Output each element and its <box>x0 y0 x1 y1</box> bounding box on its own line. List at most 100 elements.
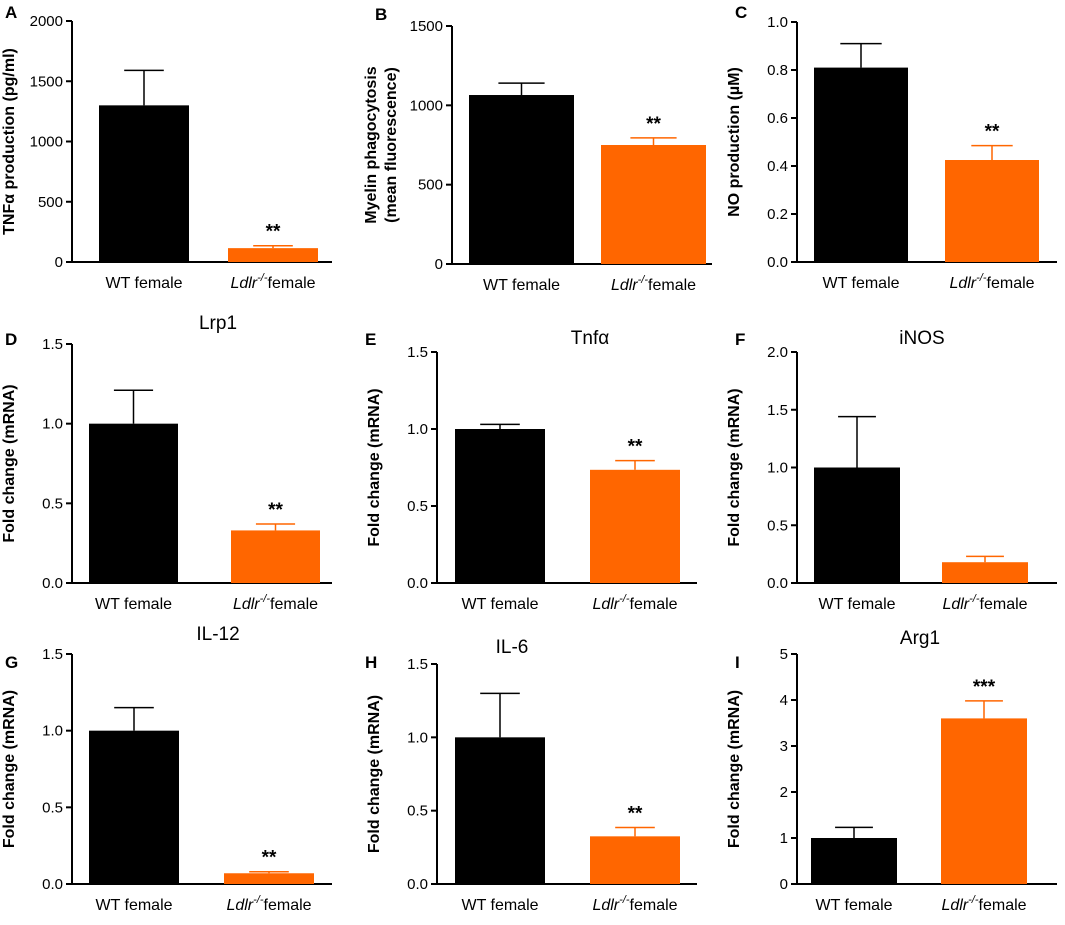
y-axis-label: NO production (µM) <box>726 67 743 217</box>
y-axis-label: Fold change (mRNA) <box>726 690 743 848</box>
category-label: Ldlr-/-female <box>592 593 677 613</box>
y-tick-label: 500 <box>38 194 63 211</box>
bar-ldlr-female <box>941 718 1027 884</box>
panel-letter: G <box>5 653 18 672</box>
y-tick-label: 0.0 <box>767 575 788 592</box>
category-label: WT female <box>483 277 560 294</box>
bar-wt-female <box>814 467 900 583</box>
y-axis-label: Fold change (mRNA) <box>1 384 18 542</box>
y-tick-label: 0 <box>55 254 63 271</box>
category-label: Ldlr-/-female <box>611 274 696 294</box>
bar-ldlr-female <box>590 836 680 884</box>
y-tick-label: 0.4 <box>767 158 788 175</box>
category-label: Ldlr-/-female <box>949 272 1034 292</box>
y-tick-label: 1.5 <box>767 402 788 419</box>
bar-ldlr-female <box>945 160 1039 262</box>
y-tick-label: 0.8 <box>767 62 788 79</box>
panel-letter: D <box>5 330 17 349</box>
chart-title: Tnfα <box>571 328 609 349</box>
panel-b: B 0 500 1000 1500 Myelin phagocytosis (mean fl… <box>363 5 712 294</box>
category-label: WT female <box>818 596 895 613</box>
panel-letter: E <box>365 330 376 349</box>
y-tick-label: 1500 <box>410 18 443 35</box>
y-tick-label: 5 <box>780 646 788 663</box>
y-tick-label: 1.5 <box>407 344 428 361</box>
category-label: WT female <box>461 596 538 613</box>
panel-letter: I <box>735 653 740 672</box>
significance-mark: ** <box>985 122 1000 143</box>
y-tick-label: 1500 <box>30 73 63 90</box>
y-tick-label: 1.0 <box>767 460 788 477</box>
y-tick-label: 0.5 <box>407 803 428 820</box>
panel-c: C 0.0 0.2 0.4 0.6 0.8 1.0 NO production (µM) WT … <box>726 3 1057 292</box>
category-label: WT female <box>95 596 172 613</box>
y-tick-label: 0.5 <box>407 498 428 515</box>
significance-mark: ** <box>628 804 643 825</box>
category-label: WT female <box>95 897 172 914</box>
y-tick-label: 1.0 <box>407 421 428 438</box>
panel-letter: C <box>735 3 747 22</box>
significance-mark: ** <box>628 437 643 458</box>
bar-wt-female <box>89 423 178 583</box>
y-tick-label: 500 <box>418 177 443 194</box>
category-label: WT female <box>815 897 892 914</box>
significance-mark: ** <box>262 848 277 869</box>
bar-wt-female <box>811 838 897 884</box>
y-tick-label: 0 <box>780 876 788 893</box>
category-label: Ldlr-/-female <box>230 272 315 292</box>
y-tick-label: 2 <box>780 784 788 801</box>
bar-ldlr-female <box>942 562 1028 583</box>
y-tick-label: 1000 <box>30 134 63 151</box>
significance-mark: ** <box>646 114 661 135</box>
panel-g: G IL-12 0.0 0.5 1.0 1.5 Fold change (mRNA) WT f… <box>1 624 332 914</box>
category-label: Ldlr-/-female <box>941 894 1026 914</box>
y-tick-label: 0.6 <box>767 110 788 127</box>
chart-title: Lrp1 <box>199 313 237 334</box>
y-axis-label: Myelin phagocytosis <box>363 66 380 223</box>
y-axis-label: (mean fluorescence) <box>383 67 400 223</box>
panel-i: I Arg1 0 1 2 3 4 5 Fold change (mRNA) WT female **… <box>726 628 1057 914</box>
panel-h: H IL-6 0.0 0.5 1.0 1.5 Fold change (mRNA) WT fe… <box>365 637 697 914</box>
bar-wt-female <box>455 737 545 884</box>
chart-title: IL-6 <box>496 637 529 658</box>
y-tick-label: 0.5 <box>42 495 63 512</box>
y-tick-label: 1.5 <box>42 646 63 663</box>
y-tick-label: 2.0 <box>767 344 788 361</box>
y-tick-label: 0.0 <box>767 254 788 271</box>
panel-e: E Tnfα 0.0 0.5 1.0 1.5 Fold change (mRNA) WT fe… <box>365 328 697 613</box>
y-tick-label: 1.0 <box>407 729 428 746</box>
y-tick-label: 0.0 <box>42 876 63 893</box>
bar-ldlr-female <box>601 145 706 264</box>
bar-wt-female <box>455 429 545 583</box>
y-tick-label: 0.0 <box>42 575 63 592</box>
panel-letter: F <box>735 330 745 349</box>
y-tick-label: 0.5 <box>767 517 788 534</box>
y-tick-label: 0.5 <box>42 799 63 816</box>
y-axis-label: Fold change (mRNA) <box>1 690 18 848</box>
bar-wt-female <box>99 105 189 262</box>
significance-mark: ** <box>266 222 281 243</box>
y-axis-label: Fold change (mRNA) <box>366 388 383 546</box>
significance-mark: ** <box>268 500 283 521</box>
chart-title: IL-12 <box>196 624 239 645</box>
y-tick-label: 4 <box>780 692 788 709</box>
y-tick-label: 1000 <box>410 97 443 114</box>
y-tick-label: 1.5 <box>42 336 63 353</box>
y-axis-label: Fold change (mRNA) <box>726 388 743 546</box>
category-label: Ldlr-/-female <box>226 894 311 914</box>
panel-letter: H <box>365 653 377 672</box>
category-label: WT female <box>822 275 899 292</box>
y-tick-label: 0.0 <box>407 575 428 592</box>
y-tick-label: 3 <box>780 738 788 755</box>
bar-ldlr-female <box>224 873 314 884</box>
panel-letter: B <box>375 5 387 24</box>
y-tick-label: 0 <box>435 256 443 273</box>
y-tick-label: 2000 <box>30 13 63 30</box>
y-tick-label: 0.2 <box>767 206 788 223</box>
panel-letter: A <box>5 3 17 22</box>
y-tick-label: 1.0 <box>767 14 788 31</box>
category-label: Ldlr-/-female <box>942 593 1027 613</box>
significance-mark: *** <box>973 677 996 698</box>
